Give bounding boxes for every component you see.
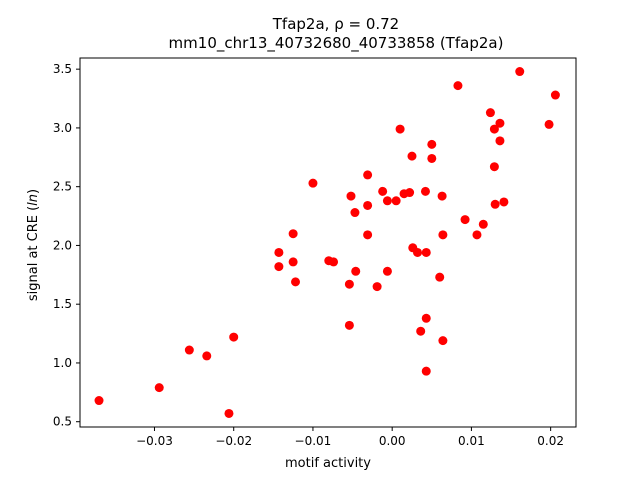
data-point <box>407 151 417 161</box>
data-point <box>395 124 405 134</box>
data-point <box>420 186 430 196</box>
data-point <box>229 332 239 342</box>
data-point <box>363 200 373 210</box>
y-tick-label: 2.0 <box>53 238 72 252</box>
data-point <box>224 408 234 418</box>
data-point <box>413 247 423 257</box>
y-tick-label: 0.5 <box>53 415 72 429</box>
data-point <box>351 266 361 276</box>
y-tick-label: 1.0 <box>53 356 72 370</box>
axes-frame <box>79 57 577 428</box>
data-point <box>344 320 354 330</box>
data-point <box>382 196 392 206</box>
data-point <box>427 153 437 163</box>
chart-title-line1: Tfap2a, ρ = 0.72 <box>272 15 399 33</box>
y-axis-ticks: 0.5 1.0 1.5 2.0 2.5 3.0 3.5 <box>53 62 80 429</box>
data-point <box>490 199 500 209</box>
y-tick-label: 2.5 <box>53 180 72 194</box>
x-axis-label: motif activity <box>285 456 371 471</box>
data-point <box>350 208 360 218</box>
chart-title-line2: mm10_chr13_40732680_40733858 (Tfap2a) <box>169 34 504 53</box>
data-point <box>499 197 509 207</box>
data-point <box>308 178 318 188</box>
x-tick-label: −0.02 <box>215 434 252 448</box>
data-point <box>495 136 505 146</box>
data-point <box>495 118 505 128</box>
x-tick-label: −0.03 <box>136 434 173 448</box>
data-point <box>550 90 560 100</box>
data-point <box>427 139 437 149</box>
data-point <box>489 162 499 172</box>
data-point <box>438 230 448 240</box>
y-tick-label: 1.5 <box>53 297 72 311</box>
data-point <box>438 336 448 346</box>
data-point <box>405 188 415 198</box>
y-tick-label: 3.0 <box>53 121 72 135</box>
data-point <box>453 81 463 91</box>
data-point <box>154 383 164 393</box>
data-point <box>416 326 426 336</box>
data-point <box>363 170 373 180</box>
data-point <box>435 272 445 282</box>
data-point <box>421 313 431 323</box>
data-point <box>437 191 447 201</box>
data-point <box>478 219 488 229</box>
x-tick-label: 0.00 <box>379 434 406 448</box>
x-tick-label: −0.01 <box>295 434 332 448</box>
data-point <box>288 229 298 239</box>
data-point <box>344 279 354 289</box>
data-points <box>94 67 560 418</box>
data-point <box>391 196 401 206</box>
data-point <box>421 366 431 376</box>
data-point <box>291 277 301 287</box>
data-point <box>202 351 212 361</box>
data-point <box>94 396 104 406</box>
data-point <box>274 262 284 272</box>
data-point <box>485 108 495 118</box>
data-point <box>544 119 554 129</box>
data-point <box>472 230 482 240</box>
data-point <box>489 124 499 134</box>
y-axis-label: signal at CRE (ln) <box>26 189 41 301</box>
x-tick-label: 0.01 <box>458 434 485 448</box>
x-tick-label: 0.02 <box>537 434 564 448</box>
data-point <box>460 215 470 225</box>
x-axis-ticks: −0.03 −0.02 −0.01 0.00 0.01 0.02 <box>136 427 564 448</box>
data-point <box>184 345 194 355</box>
data-point <box>346 191 356 201</box>
data-point <box>421 247 431 257</box>
y-tick-label: 3.5 <box>53 62 72 76</box>
data-point <box>288 257 298 267</box>
data-point <box>378 186 388 196</box>
data-point <box>274 247 284 257</box>
data-point <box>515 67 525 77</box>
data-point <box>382 266 392 276</box>
data-point <box>372 282 382 292</box>
data-point <box>363 230 373 240</box>
data-point <box>329 257 339 267</box>
